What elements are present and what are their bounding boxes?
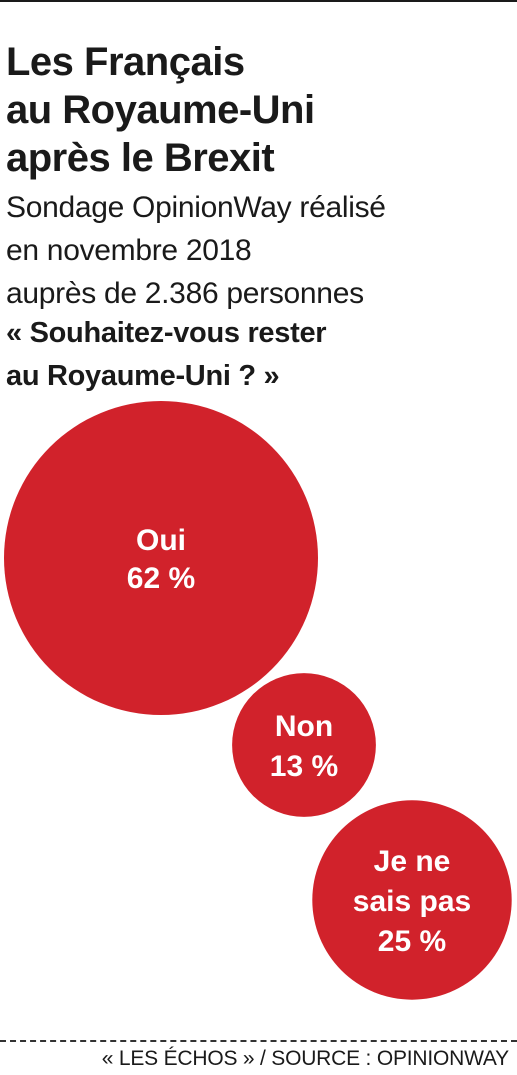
top-rule	[0, 0, 517, 2]
title-line-3: après le Brexit	[6, 136, 275, 180]
bubble-label-oui: Oui	[136, 524, 186, 557]
question-line-1: « Souhaitez-vous rester	[6, 317, 327, 349]
subtitle-line-2: en novembre 2018	[6, 234, 252, 267]
chart-title: Les Français au Royaume-Uni après le Bre…	[6, 38, 511, 182]
bubble-je-ne-sais-pas: Je ne sais pas 25 %	[312, 800, 512, 1000]
subtitle-line-3: auprès de 2.386 personnes	[6, 277, 364, 310]
bubble-value-je-ne-sais-pas: 25 %	[378, 925, 446, 958]
bubble-label-je-ne-sais-pas: Je ne	[374, 845, 451, 878]
bubble-label-non: Non	[275, 710, 333, 743]
subtitle-line-1: Sondage OpinionWay réalisé	[6, 191, 386, 224]
title-line-2: au Royaume-Uni	[6, 88, 315, 132]
bubble-value-oui: 62 %	[127, 562, 195, 595]
bubble-circle-je-ne-sais-pas	[312, 800, 512, 1000]
bubble-circle-oui	[4, 401, 318, 715]
chart-subtitle: Sondage OpinionWay réalisé en novembre 2…	[6, 186, 511, 315]
bubble-value-non: 13 %	[270, 750, 338, 783]
bubble-circle-non	[232, 673, 376, 817]
title-line-1: Les Français	[6, 40, 245, 84]
bubble-non: Non 13 %	[232, 673, 376, 817]
bubble-label-je-ne-sais-pas: sais pas	[353, 885, 471, 918]
survey-question: « Souhaitez-vous rester au Royaume-Uni ?…	[6, 312, 511, 398]
source-credit: « LES ÉCHOS » / SOURCE : OPINIONWAY	[101, 1047, 509, 1070]
bubble-oui: Oui 62 %	[4, 401, 318, 715]
footer-dashed-rule	[0, 1040, 517, 1042]
question-line-2: au Royaume-Uni ? »	[6, 360, 280, 392]
